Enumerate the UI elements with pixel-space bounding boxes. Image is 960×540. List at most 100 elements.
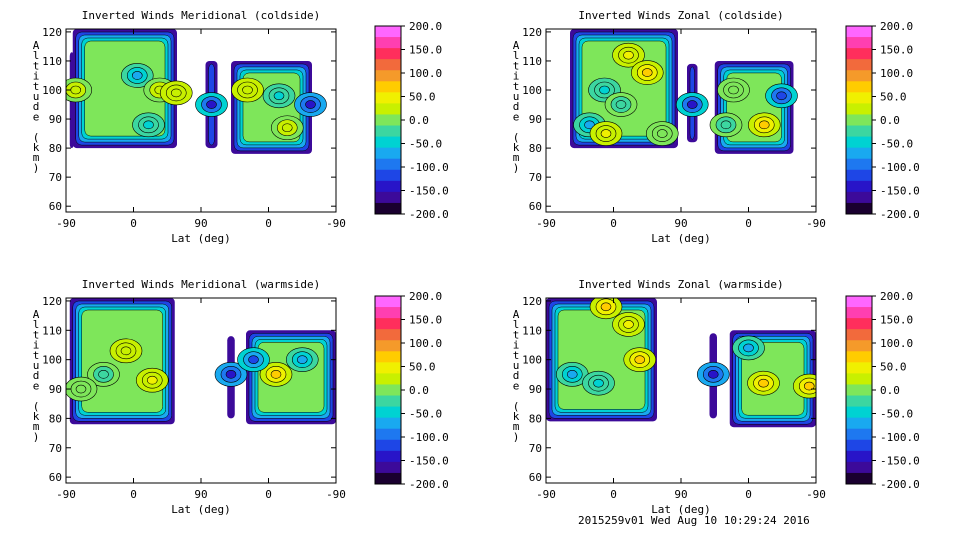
colorbar-tick-label: -200.0: [880, 478, 920, 491]
plot-area: [66, 29, 327, 154]
colorbar-tick-label: 200.0: [409, 20, 442, 33]
colorbar-tick-label: 100.0: [409, 337, 442, 350]
colorbar-tick-label: -200.0: [409, 478, 449, 491]
colorbar-segment: [846, 362, 872, 374]
x-tick-label: 0: [130, 217, 137, 230]
colorbar-segment: [846, 202, 872, 215]
y-axis-label-char: m: [33, 151, 40, 164]
colorbar-segment: [375, 125, 401, 138]
x-tick-label: 0: [610, 217, 617, 230]
contour-feature-core: [248, 355, 259, 364]
y-axis-label-char: t: [513, 59, 520, 72]
colorbar-tick-label: 100.0: [880, 337, 913, 350]
colorbar-segment: [846, 384, 872, 397]
y-tick-label: 70: [49, 442, 62, 455]
colorbar-tick-label: 50.0: [409, 91, 436, 104]
contour-feature-core: [641, 68, 653, 77]
y-axis-label-char: u: [513, 359, 520, 372]
colorbar-segment: [375, 318, 401, 330]
y-tick-label: 90: [529, 383, 542, 396]
colorbar-segment: [375, 373, 401, 385]
colorbar-tick-label: 200.0: [409, 290, 442, 303]
colorbar-tick-label: -100.0: [880, 161, 920, 174]
colorbar-tick-label: 0.0: [409, 114, 429, 127]
colorbar-segment: [375, 191, 401, 204]
y-axis-label-char: l: [33, 318, 40, 331]
contour-feature-core: [273, 91, 285, 101]
colorbar-segment: [846, 92, 872, 104]
colorbar-segment: [375, 202, 401, 215]
colorbar: 200.0 150.0 100.0 50.0 0.0 -50.0 -100.0 -150.0 -…: [374, 290, 449, 491]
contour-feature-core: [758, 120, 770, 130]
colorbar-tick-label: 150.0: [880, 314, 913, 327]
colorbar-tick-label: -150.0: [409, 185, 449, 198]
y-axis-label-char: i: [513, 70, 520, 83]
y-axis-label-char: t: [513, 328, 520, 341]
plot-area: [570, 29, 798, 154]
y-tick-label: 90: [529, 113, 542, 126]
y-axis-label-char: k: [513, 141, 520, 154]
colorbar-segment: [375, 340, 401, 352]
x-axis-label: Lat (deg): [651, 232, 711, 245]
plot-area: [66, 298, 336, 425]
x-axis-label: Lat (deg): [171, 503, 231, 516]
colorbar-segment: [846, 450, 872, 463]
contour-panel: Inverted Winds Zonal (warmside) -90 0 90 0 -9…: [513, 278, 920, 516]
contour-panel: Inverted Winds Meridional (warmside) -90 0…: [33, 278, 449, 516]
y-axis-label-char: k: [33, 410, 40, 423]
colorbar-tick-label: -50.0: [880, 138, 913, 151]
x-tick-label: 90: [194, 217, 207, 230]
y-axis-label-char: k: [513, 410, 520, 423]
contour-feature-core: [615, 100, 627, 109]
y-tick-label: 70: [529, 442, 542, 455]
colorbar-segment: [375, 81, 401, 93]
x-tick-label: 0: [265, 488, 272, 501]
colorbar-segment: [846, 169, 872, 182]
colorbar-segment: [846, 180, 872, 193]
y-axis-label-char: d: [33, 100, 40, 113]
colorbar-segment: [375, 395, 401, 408]
y-axis-label-char: m: [33, 420, 40, 433]
colorbar-segment: [375, 329, 401, 341]
y-axis-label-char: A: [513, 39, 520, 52]
contour-feature-core: [566, 370, 578, 379]
colorbar-segment: [375, 114, 401, 127]
contour-feature-core: [206, 100, 217, 109]
plot-area: [546, 298, 816, 428]
colorbar-segment: [846, 48, 872, 60]
colorbar-tick-label: -200.0: [409, 208, 449, 221]
x-tick-label: -90: [536, 217, 556, 230]
colorbar-tick-label: 50.0: [409, 361, 436, 374]
contour-feature-core: [296, 355, 308, 364]
y-tick-label: 80: [529, 142, 542, 155]
y-axis-label-char: u: [33, 359, 40, 372]
colorbar-segment: [846, 37, 872, 49]
y-tick-label: 100: [522, 84, 542, 97]
colorbar-segment: [846, 125, 872, 138]
colorbar-segment: [846, 147, 872, 160]
y-axis-label-char: t: [33, 80, 40, 93]
y-axis-label-char: u: [33, 90, 40, 103]
colorbar-segment: [846, 114, 872, 127]
y-tick-label: 80: [529, 412, 542, 425]
colorbar-segment: [375, 406, 401, 419]
y-axis-label-char: l: [513, 318, 520, 331]
chart-title: Inverted Winds Meridional (coldside): [82, 9, 320, 22]
y-tick-label: 60: [529, 200, 542, 213]
x-tick-label: 90: [674, 217, 687, 230]
colorbar-segment: [375, 92, 401, 104]
y-axis-label-char: ): [33, 430, 40, 443]
y-tick-label: 70: [49, 171, 62, 184]
contour-feature-core: [305, 100, 316, 109]
y-tick-label: 120: [522, 295, 542, 308]
contour-feature-core: [170, 88, 182, 98]
y-tick-label: 90: [49, 383, 62, 396]
contour-feature-core: [70, 85, 82, 95]
y-tick-label: 120: [42, 295, 62, 308]
y-tick-label: 60: [49, 471, 62, 484]
colorbar-tick-label: 200.0: [880, 20, 913, 33]
x-tick-label: -90: [806, 217, 826, 230]
y-axis-label-char: e: [33, 379, 40, 392]
y-tick-label: 70: [529, 171, 542, 184]
y-axis-label-char: t: [33, 59, 40, 72]
